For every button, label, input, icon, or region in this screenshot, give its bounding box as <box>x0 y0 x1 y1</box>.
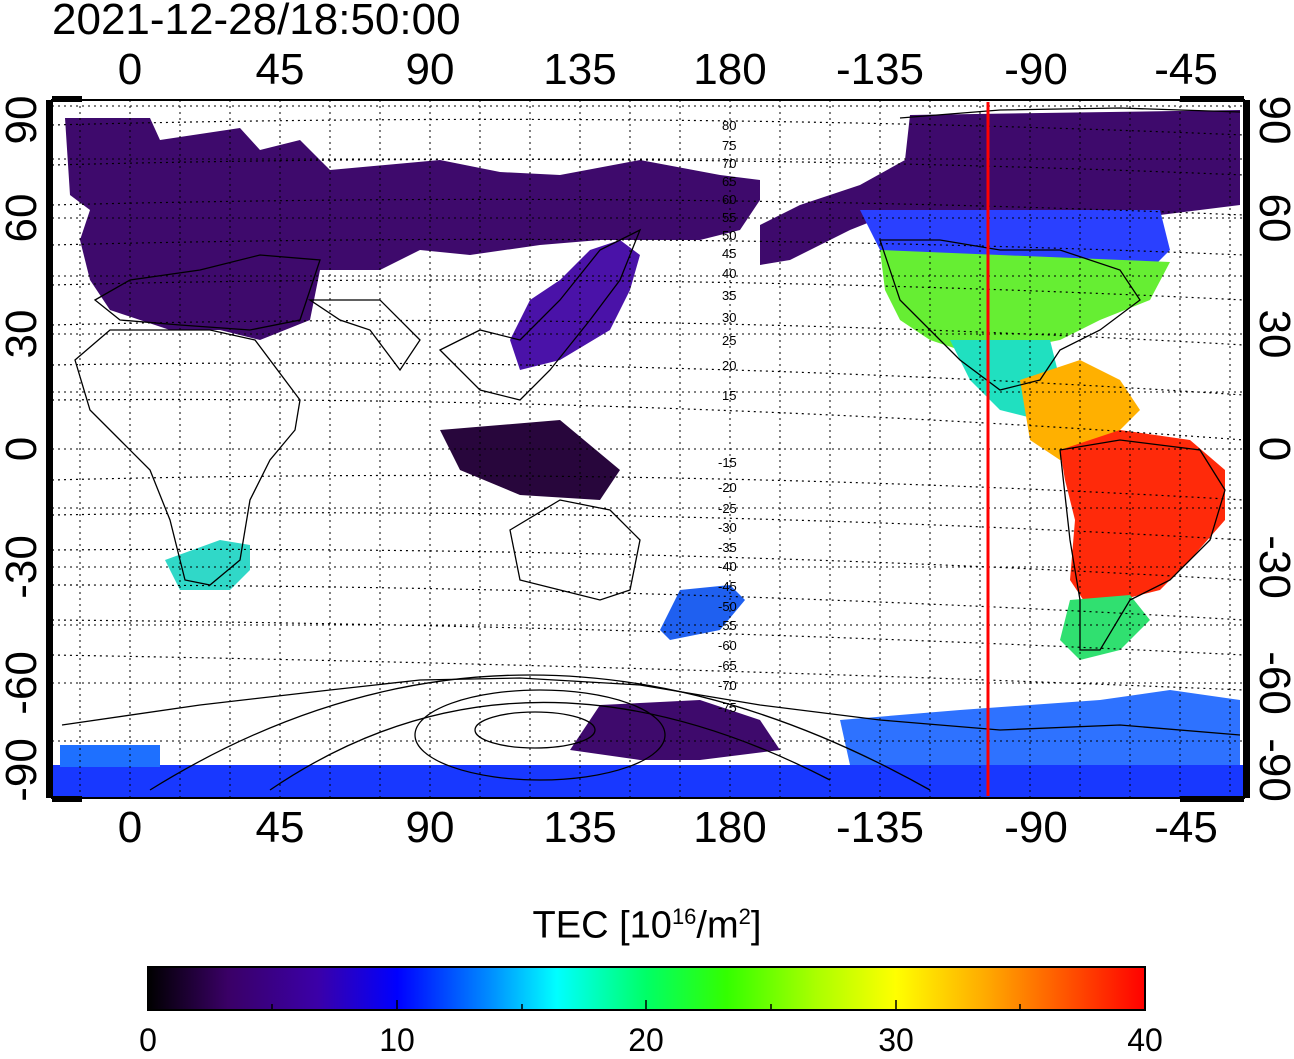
lon-label-top: 0 <box>118 45 142 94</box>
contour-label: -25 <box>718 501 737 516</box>
colorbar-tick-label: 0 <box>139 1022 157 1058</box>
colorbar-tick-label: 40 <box>1127 1022 1163 1058</box>
lat-label-left: 60 <box>0 194 46 243</box>
tec-region-south-pole-edge <box>60 745 160 767</box>
lon-label-top: -135 <box>836 45 924 94</box>
contour-label: 80 <box>722 118 736 133</box>
tec-region-europe-asia <box>65 118 760 340</box>
colorbar-tick-label: 30 <box>878 1022 914 1058</box>
auroral-oval-contours <box>149 674 931 791</box>
lat-label-left: 90 <box>0 96 46 145</box>
lat-label-left: -60 <box>0 651 46 715</box>
contour-label: -30 <box>718 520 737 535</box>
contour-label: 75 <box>722 138 736 153</box>
tec-region-south-america <box>1060 430 1225 610</box>
contour-label: -60 <box>718 638 737 653</box>
contour-label: 25 <box>722 333 736 348</box>
lon-label-bottom: -90 <box>1004 803 1068 852</box>
coastlines <box>61 107 1241 736</box>
lat-label-right: 60 <box>1250 194 1294 243</box>
contour-label: -40 <box>718 559 737 574</box>
colorbar-tick-label: 20 <box>628 1022 664 1058</box>
contour-labels: 80 75 70 65 60 55 50 45 40 35 30 25 20 1… <box>718 118 737 715</box>
frame-ticks <box>46 96 1250 802</box>
contour-label: 30 <box>722 310 736 325</box>
colorbar-title-exp: 16 <box>671 904 697 929</box>
top-lon-labels: 0 45 90 135 180 -135 -90 -45 <box>118 45 1218 94</box>
colorbar-title-close: ] <box>750 904 762 947</box>
colorbar-ticks <box>271 1000 1021 1010</box>
contour-label: -35 <box>718 540 737 555</box>
colorbar-title: TEC [1016/m2] <box>0 904 1294 948</box>
lat-label-left: 30 <box>0 310 46 359</box>
contour-label: 35 <box>722 288 736 303</box>
lat-label-right: -90 <box>1250 738 1294 802</box>
left-lat-labels: 90 60 30 0 -30 -60 -90 <box>0 96 46 802</box>
lat-label-right: 90 <box>1250 96 1294 145</box>
lat-label-right: -30 <box>1250 535 1294 599</box>
colorbar-title-unit: /m <box>696 904 739 947</box>
tec-region-new-zealand <box>660 585 745 640</box>
tec-region-east-asia <box>510 240 640 370</box>
contour-label: 45 <box>722 246 736 261</box>
lon-label-top: 90 <box>406 45 455 94</box>
contour-label: 20 <box>722 358 736 373</box>
contour-label: -20 <box>718 480 737 495</box>
contour-label: 65 <box>722 174 736 189</box>
tec-region-north-america <box>880 250 1170 350</box>
contour-label: -55 <box>718 618 737 633</box>
lon-label-bottom: -135 <box>836 803 924 852</box>
lat-label-left: -90 <box>0 738 46 802</box>
right-lat-labels: 90 60 30 0 -30 -60 -90 <box>1250 96 1294 802</box>
tec-region-south-america-south <box>1060 595 1150 660</box>
contour-label: 40 <box>722 266 736 281</box>
contour-label: -65 <box>718 658 737 673</box>
timestamp-title: 2021-12-28/18:50:00 <box>52 0 461 44</box>
lon-label-bottom: 180 <box>693 803 766 852</box>
tec-region-arctic-america <box>760 110 1240 265</box>
lon-label-bottom: 90 <box>406 803 455 852</box>
graticule <box>52 100 1244 798</box>
contour-label: -75 <box>718 700 737 715</box>
contour-label: 15 <box>722 388 736 403</box>
lon-label-top: 135 <box>543 45 616 94</box>
contour-label: 70 <box>722 156 736 171</box>
lon-label-top: -45 <box>1154 45 1218 94</box>
tec-region-south-pole-band <box>52 765 1244 798</box>
lon-label-top: 180 <box>693 45 766 94</box>
tec-region-antarctica-west <box>840 690 1240 770</box>
lat-label-left: 0 <box>0 437 46 461</box>
bottom-lon-labels: 0 45 90 135 180 -135 -90 -45 <box>118 803 1218 852</box>
lon-label-bottom: -45 <box>1154 803 1218 852</box>
lon-label-bottom: 0 <box>118 803 142 852</box>
contour-label: -15 <box>718 455 737 470</box>
lat-label-right: 30 <box>1250 310 1294 359</box>
colorbar-title-main: TEC [10 <box>532 904 672 947</box>
tec-region-southern-africa <box>165 540 250 590</box>
lat-label-right: 0 <box>1250 437 1294 461</box>
contour-label: 50 <box>722 228 736 243</box>
lat-label-left: -30 <box>0 535 46 599</box>
lon-label-bottom: 45 <box>256 803 305 852</box>
colorbar-title-unit-exp: 2 <box>738 904 751 929</box>
tec-data-layer <box>52 110 1244 798</box>
contour-label: 60 <box>722 192 736 207</box>
contour-label: -50 <box>718 599 737 614</box>
tec-region-antarctica-east <box>570 700 780 760</box>
contour-label: -45 <box>718 579 737 594</box>
lat-label-right: -60 <box>1250 651 1294 715</box>
lon-label-top: -90 <box>1004 45 1068 94</box>
contour-label: -70 <box>718 678 737 693</box>
contour-label: 55 <box>722 210 736 225</box>
colorbar-tick-label: 10 <box>379 1022 415 1058</box>
lon-label-top: 45 <box>256 45 305 94</box>
lon-label-bottom: 135 <box>543 803 616 852</box>
